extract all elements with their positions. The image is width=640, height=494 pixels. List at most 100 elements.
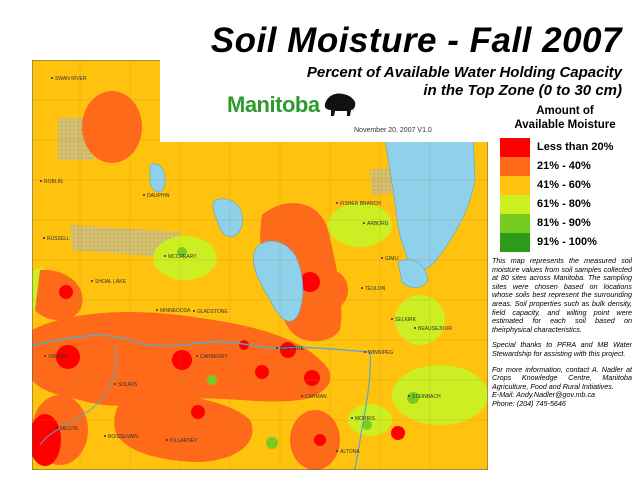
zone-81-90	[407, 392, 419, 404]
town-dot-icon	[196, 355, 198, 357]
place-label: GLADSTONE	[197, 309, 228, 315]
lake	[149, 163, 166, 193]
town-dot-icon	[391, 318, 393, 320]
red-river	[354, 351, 371, 470]
town-dot-icon	[166, 439, 168, 441]
no-data-area	[70, 225, 180, 258]
town-dot-icon	[336, 450, 338, 452]
place-label: KILLARNEY	[170, 438, 198, 444]
town-dot-icon	[276, 347, 278, 349]
town-dot-icon	[43, 237, 45, 239]
place-label: BEAUSEJOUR	[418, 326, 452, 332]
legend-label: 91% - 100%	[537, 236, 597, 248]
zone-61-80	[153, 236, 217, 280]
zone-lt-20	[280, 342, 296, 358]
place-label: BOISSEVAIN	[108, 434, 138, 440]
legend-swatch	[500, 214, 530, 233]
subtitle-line-2: in the Top Zone (0 to 30 cm)	[423, 82, 622, 99]
place-label: SWAN RIVER	[55, 76, 87, 82]
zone-lt-20	[59, 285, 73, 299]
place-label: SOURIS	[118, 382, 138, 388]
legend-title-line-2: Available Moisture	[514, 119, 616, 131]
legend-swatch	[500, 138, 530, 157]
town-dot-icon	[40, 180, 42, 182]
place-label: VIRDEN	[48, 354, 67, 360]
zone-21-40	[114, 393, 253, 462]
map-description: This map represents the measured soil mo…	[492, 256, 632, 409]
legend-swatch	[500, 176, 530, 195]
legend-item: 81% - 90%	[500, 214, 630, 233]
contact-phone: Phone: (204) 745-5646	[492, 398, 566, 408]
zone-lt-20	[191, 405, 205, 419]
zone-61-80	[395, 295, 445, 345]
place-label: PORTAGE	[280, 346, 305, 352]
zone-lt-20	[300, 272, 320, 292]
legend-swatch	[500, 233, 530, 252]
zone-lt-20	[391, 426, 405, 440]
town-dot-icon	[351, 417, 353, 419]
zone-81-90	[177, 247, 187, 257]
bison-logo-icon	[324, 93, 356, 116]
legend-label: Less than 20%	[537, 141, 614, 153]
legend-label: 21% - 40%	[537, 160, 591, 172]
lake	[212, 198, 243, 237]
place-label: MINNEDOSA	[160, 308, 191, 314]
place-label: ARBORG	[367, 221, 389, 227]
town-dot-icon	[193, 310, 195, 312]
town-dot-icon	[104, 435, 106, 437]
town-dot-icon	[381, 257, 383, 259]
town-dot-icon	[408, 395, 410, 397]
top-margin	[0, 0, 640, 60]
place-label: MORRIS	[355, 416, 376, 422]
place-label: CARBERRY	[200, 354, 228, 360]
place-label: WINNIPEG	[368, 350, 393, 356]
legend-item: 21% - 40%	[500, 157, 630, 176]
town-dot-icon	[44, 355, 46, 357]
place-label: FISHER BRANCH	[340, 201, 381, 207]
map-subtitle: Percent of Available Water Holding Capac…	[260, 64, 622, 100]
legend-item: Less than 20%	[500, 138, 630, 157]
legend-item: 61% - 80%	[500, 195, 630, 214]
subtitle-line-1: Percent of Available Water Holding Capac…	[306, 64, 622, 81]
place-label: RUSSELL	[47, 236, 70, 242]
town-dot-icon	[51, 77, 53, 79]
town-dot-icon	[91, 280, 93, 282]
zone-81-90	[266, 437, 278, 449]
zone-lt-20	[255, 365, 269, 379]
zone-lt-20	[32, 414, 61, 466]
zone-21-40	[82, 91, 142, 163]
lake-manitoba	[253, 240, 304, 322]
contact-paragraph: For more information, contact A. Nadler …	[492, 364, 632, 391]
zone-81-90	[362, 420, 372, 430]
place-label: STEINBACH	[412, 394, 441, 400]
place-label: ALTONA	[340, 449, 360, 455]
town-dot-icon	[156, 309, 158, 311]
acknowledgement-paragraph: Special thanks to PFRA and MB Water Stew…	[492, 340, 632, 358]
legend-swatch	[500, 157, 530, 176]
place-label: SELKIRK	[395, 317, 417, 323]
zone-lt-20	[304, 370, 320, 386]
place-label: TEULON	[365, 286, 386, 292]
souris-river	[39, 344, 117, 446]
town-dot-icon	[56, 427, 58, 429]
zone-lt-20	[314, 434, 326, 446]
legend-item: 41% - 60%	[500, 176, 630, 195]
zone-lt-20	[172, 350, 192, 370]
legend-label: 61% - 80%	[537, 198, 591, 210]
town-dot-icon	[414, 327, 416, 329]
town-dot-icon	[361, 287, 363, 289]
zone-61-80	[328, 203, 392, 247]
manitoba-logo: Manitoba	[227, 92, 320, 117]
town-dot-icon	[363, 222, 365, 224]
place-label: ROBLIN	[44, 179, 63, 185]
legend-label: 41% - 60%	[537, 179, 591, 191]
town-dot-icon	[301, 395, 303, 397]
zone-lt-20	[56, 345, 80, 369]
legend-title: Amount of Available Moisture	[492, 104, 638, 132]
place-label: CARMAN	[305, 394, 327, 400]
legend-title-line-1: Amount of	[536, 105, 594, 117]
map-title: Soil Moisture - Fall 2007	[210, 21, 622, 60]
lake	[397, 259, 429, 289]
town-dot-icon	[164, 255, 166, 257]
